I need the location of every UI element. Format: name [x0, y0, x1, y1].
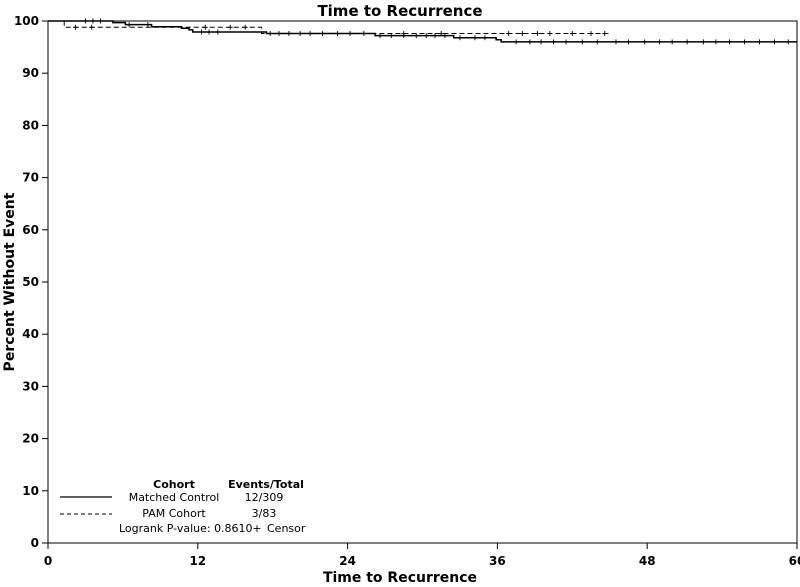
y-tick-label: 100: [14, 14, 39, 28]
censor-mark-matched-control: [538, 39, 544, 45]
censor-mark-matched-control: [785, 39, 791, 45]
y-tick-label: 90: [22, 66, 39, 80]
y-tick-label: 60: [22, 223, 39, 237]
legend-header-cohort: Cohort: [153, 478, 195, 491]
censor-mark-matched-control: [82, 18, 88, 24]
censor-mark-matched-control: [594, 39, 600, 45]
series-line-pam-cohort: [48, 20, 611, 35]
censor-mark-pam-cohort: [547, 31, 553, 37]
censor-mark-pam-cohort: [534, 31, 540, 37]
censor-mark-pam-cohort: [401, 31, 407, 37]
y-tick-label: 0: [31, 536, 39, 550]
plot-frame: [47, 20, 798, 544]
censor-mark-matched-control: [527, 39, 533, 45]
legend: Cohort Events/Total Matched Control 12/3…: [60, 478, 306, 535]
censor-mark-pam-cohort: [438, 31, 444, 37]
censor-mark-matched-control: [657, 39, 663, 45]
censor-mark-matched-control: [126, 22, 132, 28]
legend-logrank-pvalue: Logrank P-value: 0.8610: [119, 522, 253, 535]
censor-mark-matched-control: [513, 39, 519, 45]
censor-mark-matched-control: [713, 39, 719, 45]
censor-mark-matched-control: [684, 39, 690, 45]
censor-mark-pam-cohort: [89, 24, 95, 30]
censor-mark-matched-control: [625, 39, 631, 45]
censor-mark-matched-control: [551, 39, 557, 45]
y-tick-label: 40: [22, 327, 39, 341]
series-line-matched-control: [48, 20, 797, 43]
chart-title: Time to Recurrence: [317, 2, 482, 20]
legend-censor-label: Censor: [267, 522, 306, 535]
censor-mark-matched-control: [727, 39, 733, 45]
censor-mark-matched-control: [613, 39, 619, 45]
legend-header-events: Events/Total: [228, 478, 304, 491]
censor-mark-matched-control: [97, 18, 103, 24]
x-tick-label: 60: [789, 554, 800, 568]
legend-label-pam-cohort: PAM Cohort: [142, 507, 206, 520]
y-axis-label: Percent Without Event: [2, 192, 18, 371]
censor-mark-matched-control: [90, 18, 96, 24]
legend-events-pam-cohort: 3/83: [252, 507, 277, 520]
censor-mark-pam-cohort: [519, 31, 525, 37]
censor-mark-pam-cohort: [72, 24, 78, 30]
censor-mark-matched-control: [669, 39, 675, 45]
y-tick-label: 20: [22, 432, 39, 446]
censor-mark-pam-cohort: [227, 24, 233, 30]
y-tick-label: 50: [22, 275, 39, 289]
x-tick-label: 36: [489, 554, 506, 568]
censor-mark-matched-control: [579, 39, 585, 45]
censor-mark-matched-control: [206, 29, 212, 35]
censor-mark-matched-control: [482, 35, 488, 41]
censor-mark-pam-cohort: [588, 31, 594, 37]
x-axis: 0 12 24 36 48 60: [44, 543, 800, 568]
y-tick-label: 30: [22, 379, 39, 393]
y-tick-label: 70: [22, 171, 39, 185]
x-tick-label: 24: [339, 554, 356, 568]
y-axis: 0 10 20 30 40 50 60 70 80 90 100: [14, 14, 48, 550]
censor-mark-matched-control: [145, 22, 151, 28]
censor-mark-matched-control: [215, 29, 221, 35]
censor-mark-matched-control: [199, 29, 205, 35]
legend-events-matched-control: 12/309: [245, 491, 284, 504]
censor-mark-matched-control: [642, 39, 648, 45]
censor-mark-matched-control: [700, 39, 706, 45]
x-tick-label: 12: [189, 554, 206, 568]
censor-mark-matched-control: [772, 39, 778, 45]
censor-mark-matched-control: [563, 39, 569, 45]
censor-mark-matched-control: [432, 33, 438, 39]
censor-mark-pam-cohort: [602, 31, 608, 37]
censor-mark-matched-control: [472, 35, 478, 41]
censor-mark-pam-cohort: [506, 31, 512, 37]
series-layer: [48, 18, 797, 45]
y-tick-label: 10: [22, 484, 39, 498]
censor-mark-pam-cohort: [569, 31, 575, 37]
censor-mark-matched-control: [742, 39, 748, 45]
legend-censor-symbol: +: [252, 522, 261, 535]
censor-mark-matched-control: [757, 39, 763, 45]
censor-mark-matched-control: [423, 33, 429, 39]
x-tick-label: 0: [44, 554, 52, 568]
censor-mark-pam-cohort: [202, 24, 208, 30]
x-tick-label: 48: [639, 554, 656, 568]
y-tick-label: 80: [22, 118, 39, 132]
legend-label-matched-control: Matched Control: [129, 491, 220, 504]
censor-mark-pam-cohort: [242, 24, 248, 30]
x-axis-label: Time to Recurrence: [323, 570, 477, 586]
censor-mark-matched-control: [457, 35, 463, 41]
